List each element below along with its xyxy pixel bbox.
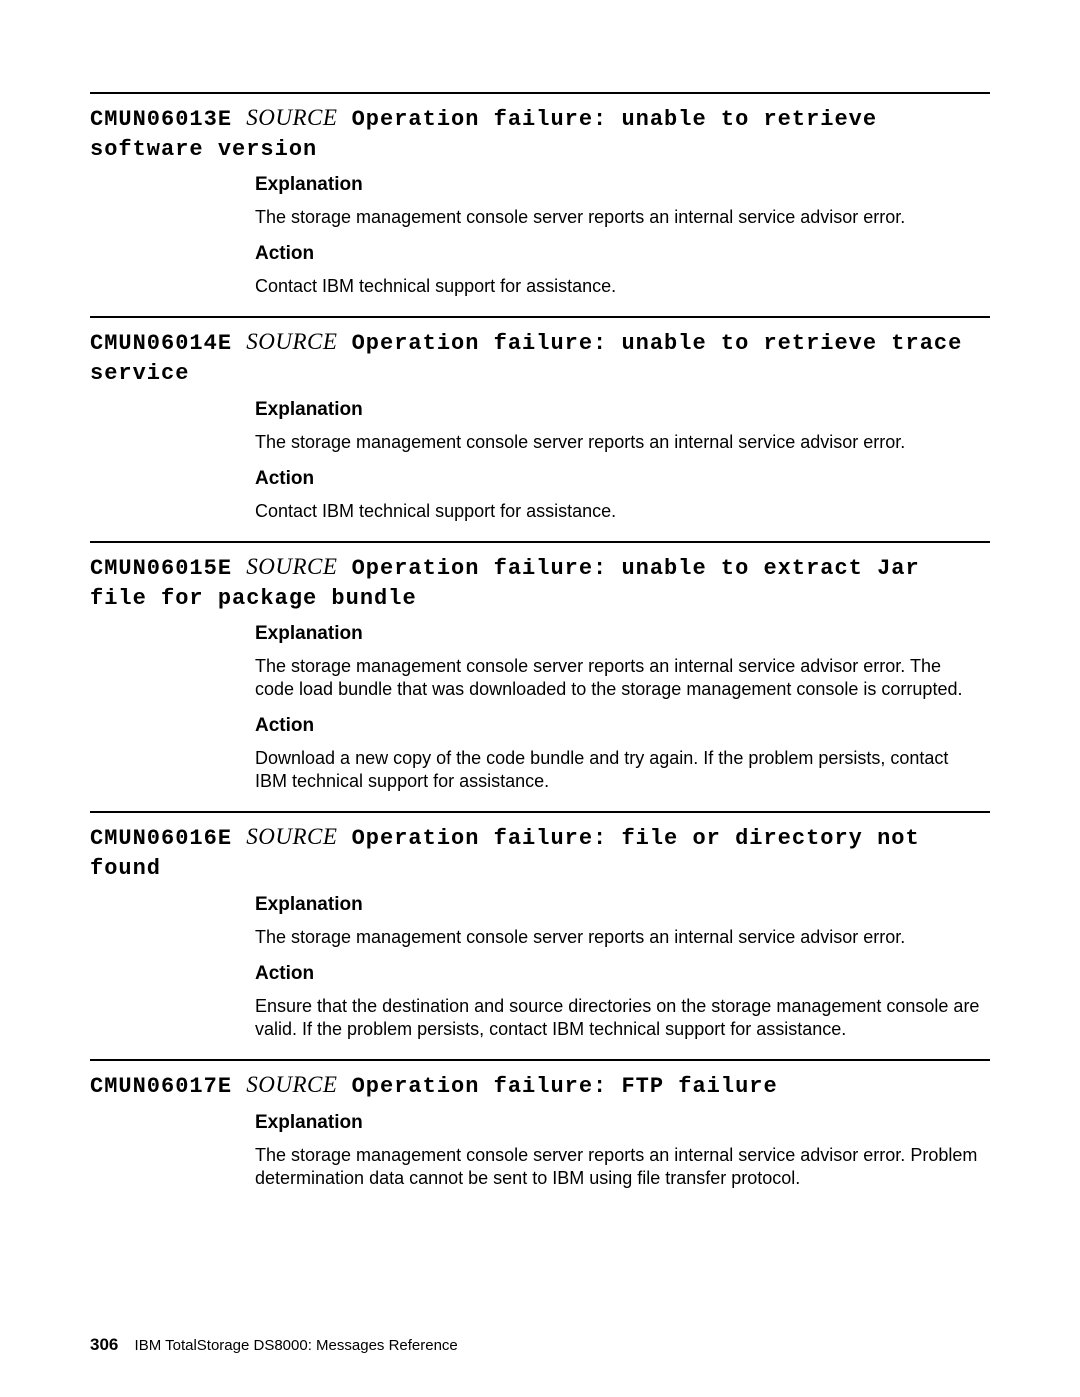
explanation-label: Explanation [255,174,980,196]
action-text: Download a new copy of the code bundle a… [255,747,980,793]
message-code: CMUN06014E [90,331,232,356]
explanation-section: Explanation The storage management conso… [255,623,980,701]
message-block: CMUN06014E SOURCE Operation failure: una… [90,316,990,522]
message-code: CMUN06017E [90,1074,232,1099]
message-block: CMUN06015E SOURCE Operation failure: una… [90,541,990,794]
action-label: Action [255,715,980,737]
message-source: SOURCE [246,329,337,354]
explanation-text: The storage management console server re… [255,431,980,454]
action-text: Contact IBM technical support for assist… [255,275,980,298]
explanation-section: Explanation The storage management conso… [255,1112,980,1190]
explanation-label: Explanation [255,623,980,645]
message-source: SOURCE [246,824,337,849]
message-heading: CMUN06016E SOURCE Operation failure: fil… [90,821,990,883]
message-source: SOURCE [246,105,337,130]
action-section: Action Ensure that the destination and s… [255,963,980,1041]
explanation-section: Explanation The storage management conso… [255,399,980,454]
explanation-text: The storage management console server re… [255,1144,980,1190]
explanation-text: The storage management console server re… [255,926,980,949]
message-source: SOURCE [246,554,337,579]
action-label: Action [255,468,980,490]
page-number: 306 [90,1335,118,1354]
explanation-text: The storage management console server re… [255,206,980,229]
message-title: Operation failure: FTP failure [352,1074,778,1099]
action-section: Action Contact IBM technical support for… [255,243,980,298]
message-source: SOURCE [246,1072,337,1097]
message-code: CMUN06015E [90,556,232,581]
action-text: Ensure that the destination and source d… [255,995,980,1041]
page-footer: 306 IBM TotalStorage DS8000: Messages Re… [90,1335,458,1355]
message-block: CMUN06016E SOURCE Operation failure: fil… [90,811,990,1040]
action-label: Action [255,963,980,985]
page: CMUN06013E SOURCE Operation failure: una… [0,0,1080,1397]
message-block: CMUN06013E SOURCE Operation failure: una… [90,92,990,298]
explanation-label: Explanation [255,399,980,421]
book-title: IBM TotalStorage DS8000: Messages Refere… [135,1337,458,1354]
explanation-section: Explanation The storage management conso… [255,894,980,949]
action-section: Action Download a new copy of the code b… [255,715,980,793]
message-heading: CMUN06013E SOURCE Operation failure: una… [90,102,990,164]
message-code: CMUN06016E [90,826,232,851]
message-heading: CMUN06014E SOURCE Operation failure: una… [90,326,990,388]
explanation-section: Explanation The storage management conso… [255,174,980,229]
action-section: Action Contact IBM technical support for… [255,468,980,523]
explanation-label: Explanation [255,894,980,916]
message-heading: CMUN06015E SOURCE Operation failure: una… [90,551,990,613]
message-code: CMUN06013E [90,107,232,132]
action-label: Action [255,243,980,265]
explanation-text: The storage management console server re… [255,655,980,701]
message-block: CMUN06017E SOURCE Operation failure: FTP… [90,1059,990,1190]
explanation-label: Explanation [255,1112,980,1134]
message-heading: CMUN06017E SOURCE Operation failure: FTP… [90,1069,990,1102]
action-text: Contact IBM technical support for assist… [255,500,980,523]
